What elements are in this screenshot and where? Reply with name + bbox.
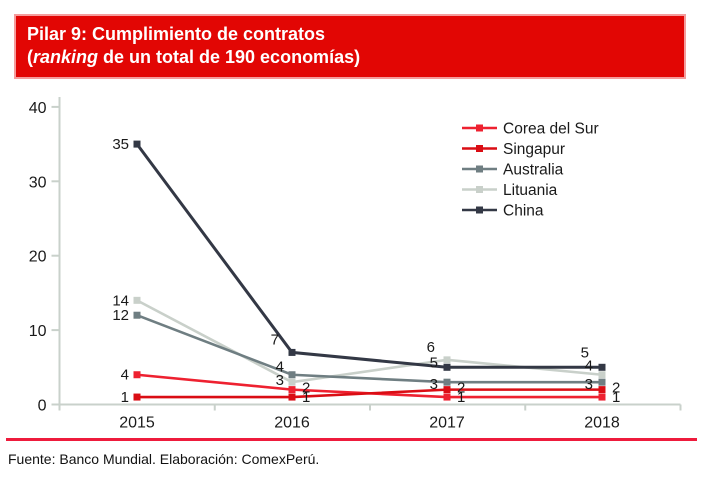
legend-label: Australia (503, 162, 564, 179)
data-label-china: 7 (271, 331, 279, 348)
data-label-singapur: 1 (121, 389, 129, 406)
title-italic-word: ranking (33, 47, 99, 67)
data-label-china: 5 (430, 354, 438, 371)
y-tick-label: 20 (29, 249, 47, 266)
series-marker-lituania (288, 378, 296, 386)
data-label-china: 5 (581, 344, 589, 361)
legend-item-lituania: Lituania (462, 182, 558, 199)
x-tick-label: 2016 (274, 415, 310, 432)
series-marker-lituania (133, 296, 141, 304)
x-tick-label: 2018 (584, 415, 620, 432)
title-rest: de un total de 190 economías) (98, 47, 361, 67)
data-label-lituania: 3 (276, 372, 284, 389)
series-line-singapur (137, 388, 602, 399)
y-tick-label: 40 (29, 100, 47, 117)
legend-marker (476, 145, 483, 152)
series-marker-singapur (133, 393, 141, 401)
legend-marker (476, 186, 483, 193)
series-marker-singapur (288, 393, 296, 401)
x-tick-label: 2015 (119, 415, 155, 432)
legend-marker (476, 206, 483, 214)
data-label-singapur: 2 (457, 380, 465, 397)
series-marker-lituania (443, 356, 451, 364)
series-marker-china (288, 348, 296, 356)
series-marker-china (598, 363, 606, 371)
series-marker-singapur (443, 386, 451, 394)
legend-item-singapur: Singapur (462, 141, 565, 158)
series-marker-corea-del-sur (288, 386, 296, 394)
y-tick-label: 10 (29, 323, 47, 340)
data-label-australia: 3 (585, 376, 593, 393)
data-label-lituania: 4 (585, 358, 593, 375)
data-label-australia: 4 (276, 359, 284, 376)
data-label-corea-del-sur: 2 (302, 380, 310, 397)
data-label-lituania: 6 (427, 339, 435, 356)
data-label-australia: 3 (430, 376, 438, 393)
legend-item-corea-del-sur: Corea del Sur (462, 121, 599, 138)
series-marker-corea-del-sur (598, 393, 606, 401)
x-tick-label: 2017 (429, 415, 465, 432)
series-marker-australia (288, 371, 296, 379)
series-marker-corea-del-sur (443, 393, 451, 401)
legend-label: Corea del Sur (503, 121, 599, 138)
y-tick-label: 30 (29, 174, 47, 191)
series-marker-china (443, 363, 451, 371)
chart-title-line1: Pilar 9: Cumplimiento de contratos (27, 24, 326, 44)
y-tick-label: 0 (38, 398, 47, 415)
legend-marker (476, 165, 483, 173)
data-label-singapur: 2 (612, 380, 620, 397)
series-line-australia (136, 314, 602, 384)
series-line-china (135, 143, 602, 369)
series-marker-australia (443, 378, 451, 386)
series-marker-corea-del-sur (133, 371, 141, 379)
chart-title-line2: (ranking de un total de 190 economías) (27, 46, 684, 69)
source-note: Fuente: Banco Mundial. Elaboración: Come… (8, 451, 320, 467)
legend-marker (476, 124, 483, 132)
series-marker-china (133, 140, 141, 148)
legend-label: Singapur (503, 141, 565, 158)
data-label-china: 35 (112, 136, 129, 153)
legend-label: Lituania (503, 182, 558, 199)
legend-item-australia: Australia (462, 162, 564, 179)
data-label-corea-del-sur: 4 (121, 367, 129, 384)
series-marker-lituania (598, 371, 606, 379)
legend-item-china: China (462, 203, 544, 220)
title-banner: Pilar 9: Cumplimiento de contratos (rank… (14, 14, 686, 79)
series-marker-australia (133, 311, 141, 319)
title-paren: ( (27, 47, 33, 67)
series-marker-australia (598, 378, 606, 386)
data-label-lituania: 14 (112, 292, 129, 309)
data-label-corea-del-sur: 1 (457, 389, 465, 406)
data-label-singapur: 1 (302, 389, 310, 406)
data-label-corea-del-sur: 1 (612, 389, 620, 406)
footer-divider (6, 438, 697, 441)
series-marker-singapur (598, 386, 606, 394)
data-label-australia: 12 (112, 307, 129, 324)
legend-label: China (503, 203, 544, 220)
